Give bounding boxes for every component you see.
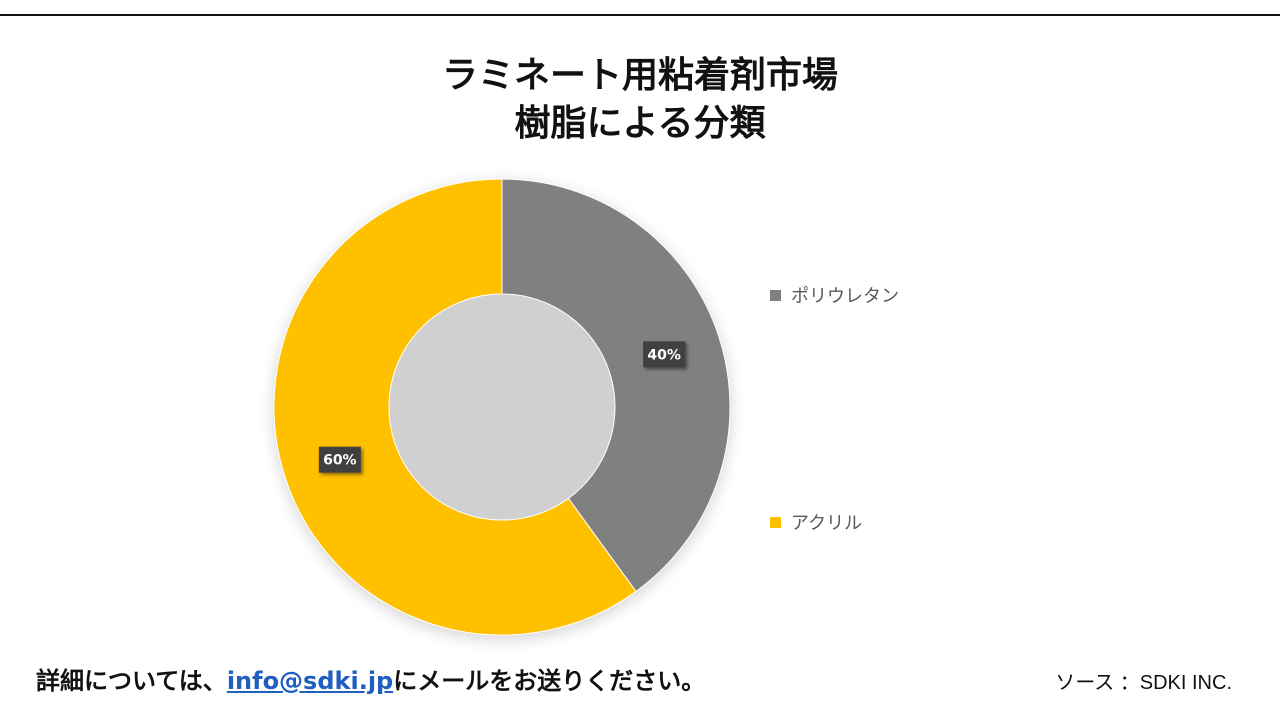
data-label-text: 60% [323, 453, 357, 469]
donut-slice-2 [273, 178, 637, 636]
legend-swatch [770, 289, 781, 301]
source-credit: ソース ：SDKI INC. [1055, 672, 1232, 694]
chart-title: ラミネート用粘着剤市場 樹脂による分類 [0, 52, 1280, 148]
legend-label: ポリウレタン [791, 286, 899, 307]
legend-label: アクリル [791, 513, 863, 534]
legend-item-1: ポリウレタン [770, 282, 899, 308]
contact-note-suffix: にメールをお送りください。 [393, 667, 706, 695]
legend-swatch [770, 516, 781, 528]
data-label-box [643, 341, 686, 368]
chart-title-line-1: ラミネート用粘着剤市場 [441, 55, 838, 96]
data-label-2: 60% [318, 446, 361, 473]
top-rule [0, 14, 1280, 16]
donut-slice-1 [501, 178, 731, 593]
contact-note: 詳細については、info@sdki.jpにメールをお送りください。 [36, 661, 705, 696]
chart-title-line-2: 樹脂による分類 [514, 103, 766, 144]
contact-note-prefix: 詳細については、 [36, 667, 227, 695]
data-label-text: 40% [647, 347, 681, 363]
contact-email-link[interactable]: info@sdki.jp [226, 667, 394, 695]
data-label-box [318, 446, 361, 473]
data-label-1: 40% [643, 341, 686, 368]
legend-item-2: アクリル [770, 509, 862, 535]
